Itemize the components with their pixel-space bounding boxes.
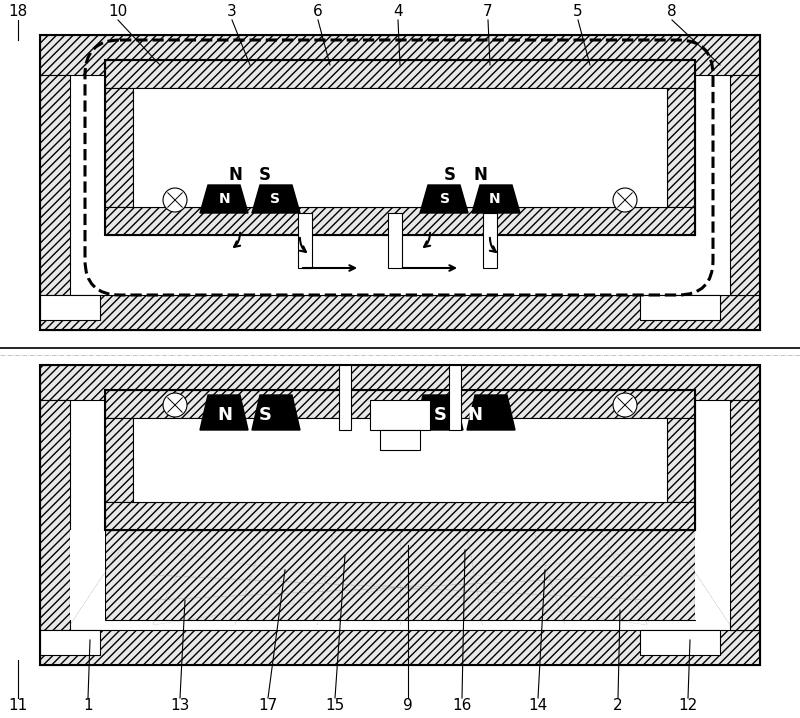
Polygon shape xyxy=(200,395,248,430)
Circle shape xyxy=(163,393,187,417)
Text: 6: 6 xyxy=(313,4,323,19)
Polygon shape xyxy=(252,395,300,430)
Text: N: N xyxy=(467,406,482,424)
Bar xyxy=(133,418,667,502)
Text: 2: 2 xyxy=(613,699,623,714)
Text: 5: 5 xyxy=(573,4,583,19)
Bar xyxy=(298,213,312,268)
Bar xyxy=(105,207,695,235)
Bar xyxy=(667,88,695,207)
Bar xyxy=(730,75,760,295)
Text: S: S xyxy=(434,406,446,424)
Text: 3: 3 xyxy=(227,4,237,19)
Bar xyxy=(40,630,100,655)
Text: S: S xyxy=(440,192,450,206)
Polygon shape xyxy=(420,185,468,213)
Text: 16: 16 xyxy=(452,699,472,714)
Bar xyxy=(483,213,497,268)
Bar xyxy=(40,295,760,330)
Circle shape xyxy=(613,188,637,212)
Bar xyxy=(640,295,720,320)
Bar xyxy=(40,295,100,320)
Bar xyxy=(105,390,695,418)
Text: 8: 8 xyxy=(667,4,677,19)
Circle shape xyxy=(613,393,637,417)
Text: N: N xyxy=(489,192,501,206)
Bar xyxy=(40,365,760,665)
Text: 7: 7 xyxy=(483,4,493,19)
Bar xyxy=(40,75,70,295)
Text: 9: 9 xyxy=(403,699,413,714)
Polygon shape xyxy=(472,185,520,213)
Text: N: N xyxy=(219,192,231,206)
Text: 12: 12 xyxy=(678,699,698,714)
Bar xyxy=(370,400,430,430)
Bar xyxy=(40,35,760,330)
Bar xyxy=(40,365,760,400)
Circle shape xyxy=(163,188,187,212)
Polygon shape xyxy=(415,395,463,430)
Bar xyxy=(40,630,760,665)
Polygon shape xyxy=(200,185,248,213)
Bar xyxy=(695,530,730,620)
Text: S: S xyxy=(270,192,280,206)
Text: N: N xyxy=(228,166,242,184)
Text: N: N xyxy=(218,406,233,424)
Text: 10: 10 xyxy=(108,4,128,19)
Bar xyxy=(105,530,695,620)
Bar xyxy=(388,213,402,268)
Polygon shape xyxy=(252,185,300,213)
Text: 14: 14 xyxy=(528,699,548,714)
Bar xyxy=(40,400,70,630)
Bar xyxy=(640,630,720,655)
Text: S: S xyxy=(259,166,271,184)
Text: 1: 1 xyxy=(83,699,93,714)
Text: 11: 11 xyxy=(8,699,28,714)
Bar xyxy=(70,530,105,620)
Text: N: N xyxy=(473,166,487,184)
Bar xyxy=(40,35,760,75)
Text: 4: 4 xyxy=(393,4,403,19)
Bar xyxy=(105,60,695,235)
Bar xyxy=(105,502,695,530)
Text: 18: 18 xyxy=(8,4,28,19)
Bar xyxy=(105,60,695,88)
Bar xyxy=(667,418,695,502)
Bar xyxy=(449,365,461,430)
Polygon shape xyxy=(467,395,515,430)
Bar xyxy=(380,430,420,450)
Bar xyxy=(105,418,133,502)
Text: 13: 13 xyxy=(170,699,190,714)
Bar xyxy=(105,88,133,207)
Text: 17: 17 xyxy=(258,699,278,714)
Text: 15: 15 xyxy=(326,699,345,714)
Text: S: S xyxy=(444,166,456,184)
Bar xyxy=(105,390,695,530)
Bar xyxy=(339,365,351,430)
Text: S: S xyxy=(258,406,271,424)
Bar xyxy=(730,400,760,630)
Bar xyxy=(133,88,667,207)
